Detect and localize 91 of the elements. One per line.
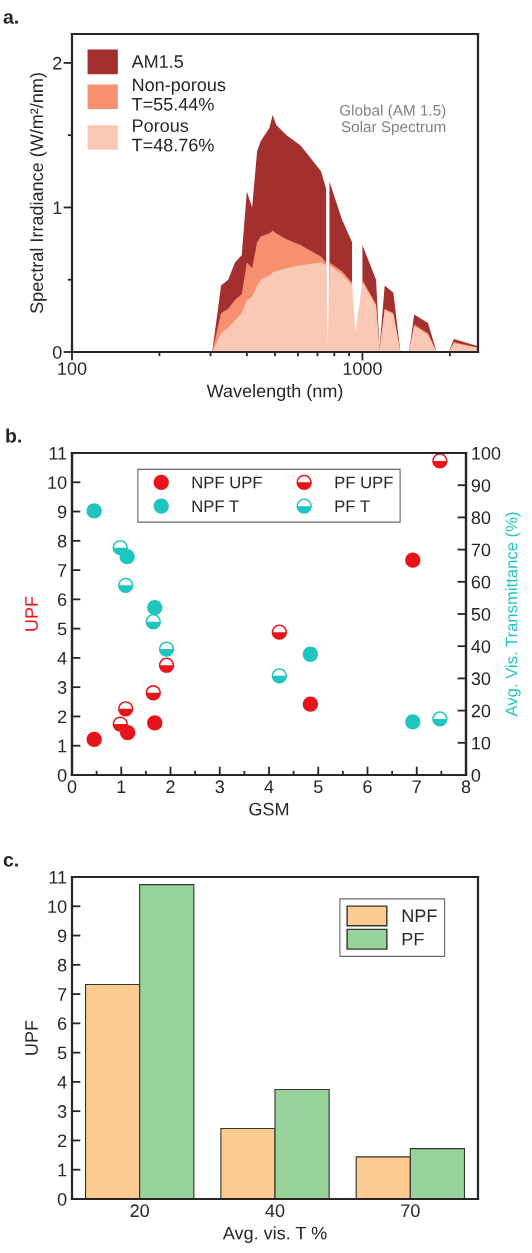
- y-tick-label: 7: [58, 988, 67, 1001]
- y-tick-label: 5: [57, 622, 67, 636]
- x-tick-label: 6: [363, 780, 372, 794]
- y2-tick-label: 60: [471, 575, 491, 589]
- x-tick-label: 70: [401, 1204, 420, 1218]
- x-tick-label: 1000: [343, 362, 382, 375]
- y-axis-title: Spectral Irradiance (W/m²/nm): [29, 73, 47, 314]
- point: [158, 641, 175, 657]
- point: [432, 711, 448, 727]
- legend-label: Porous T=48.76%: [131, 119, 214, 152]
- point: [302, 696, 319, 712]
- y-tick-label: 1: [58, 1163, 67, 1177]
- x-tick-label: 2: [166, 780, 175, 793]
- x-tick-label: 3: [215, 780, 224, 794]
- y-axis-title: UPF: [25, 1020, 38, 1055]
- point: [118, 701, 134, 717]
- y-tick-label: 7: [58, 564, 67, 577]
- y-tick-label: 8: [57, 534, 67, 548]
- y-tick-label: 2: [58, 1134, 67, 1147]
- point: [158, 657, 175, 673]
- y-tick-label: 2: [53, 56, 62, 70]
- y-axis-title: UPF: [25, 596, 38, 631]
- x-tick-label: 8: [461, 780, 471, 794]
- y-tick-label: 1: [53, 201, 62, 214]
- legend-label: PF T: [335, 500, 370, 512]
- x-axis-title: GSM: [249, 802, 289, 816]
- y-tick-label: 0: [57, 1192, 67, 1206]
- y2-tick-label: 50: [471, 607, 491, 621]
- legend-label: Non-porous T=55.44%: [131, 78, 226, 111]
- legend-label: NPF UPF: [192, 476, 262, 489]
- x-tick-label: 7: [412, 780, 421, 793]
- point: [145, 614, 161, 630]
- y2-tick-label: 10: [472, 736, 491, 750]
- point: [432, 453, 448, 469]
- y-tick-label: 10: [48, 900, 67, 913]
- legend-label: PF: [402, 932, 424, 946]
- x-axis-title: Wavelength (nm): [206, 384, 343, 401]
- y-tick-label: 8: [57, 958, 67, 972]
- y-tick-label: 9: [57, 929, 67, 943]
- legend-label: AM1.5: [131, 55, 184, 68]
- y-tick-label: 4: [57, 652, 67, 665]
- y2-tick-label: 70: [471, 543, 491, 557]
- point: [147, 715, 163, 731]
- point: [405, 552, 421, 568]
- y2-tick-label: 30: [471, 672, 491, 686]
- legend-label: NPF: [402, 909, 437, 923]
- legend-label: PF UPF: [335, 476, 393, 489]
- y-tick-label: 10: [48, 476, 67, 489]
- x-tick-label: 4: [264, 780, 274, 793]
- y2-tick-label: 20: [471, 704, 491, 718]
- y-tick-label: 3: [57, 1105, 67, 1118]
- y2-tick-label: 100: [472, 446, 501, 460]
- x-axis-title: Avg. vis. T %: [222, 1226, 327, 1244]
- x-tick-label: 20: [130, 1204, 149, 1218]
- y-tick-label: 6: [58, 1017, 67, 1031]
- chart-title: a.: [3, 13, 18, 24]
- y2-tick-label: 80: [471, 511, 491, 525]
- point: [112, 540, 128, 556]
- chart-title: c.: [3, 856, 18, 867]
- y-tick-label: 4: [57, 1076, 67, 1089]
- y2-tick-label: 40: [471, 640, 491, 653]
- y-tick-label: 9: [57, 505, 67, 519]
- y-tick-label: 2: [58, 710, 67, 723]
- point: [112, 716, 128, 732]
- x-tick-label: 0: [67, 780, 77, 794]
- x-tick-label: 1: [117, 780, 126, 793]
- point: [271, 668, 287, 684]
- annotation: Global (AM 1.5) Solar Spectrum: [340, 104, 446, 136]
- y-tick-label: 0: [57, 768, 67, 782]
- point: [118, 577, 134, 593]
- y2-tick-label: 0: [471, 768, 481, 782]
- legend-label: NPF T: [192, 500, 239, 512]
- point: [145, 685, 161, 701]
- point: [302, 646, 319, 662]
- point: [271, 624, 287, 640]
- y-tick-label: 0: [52, 345, 62, 359]
- chart-title: b.: [6, 428, 21, 443]
- point: [86, 731, 102, 747]
- x-tick-label: 5: [313, 780, 323, 794]
- y-tick-label: 11: [49, 447, 67, 460]
- y2-tick-label: 90: [471, 479, 491, 492]
- y-tick-label: 3: [57, 681, 67, 694]
- point: [86, 503, 102, 519]
- point: [147, 599, 163, 616]
- y-tick-label: 1: [58, 739, 67, 753]
- point: [405, 714, 421, 730]
- y-tick-label: 5: [57, 1046, 67, 1060]
- x-tick-label: 40: [265, 1204, 285, 1218]
- y-tick-label: 11: [49, 871, 67, 884]
- y2-axis-title: Avg. Vis. Transmittance (%): [505, 512, 521, 717]
- y-tick-label: 6: [58, 593, 67, 607]
